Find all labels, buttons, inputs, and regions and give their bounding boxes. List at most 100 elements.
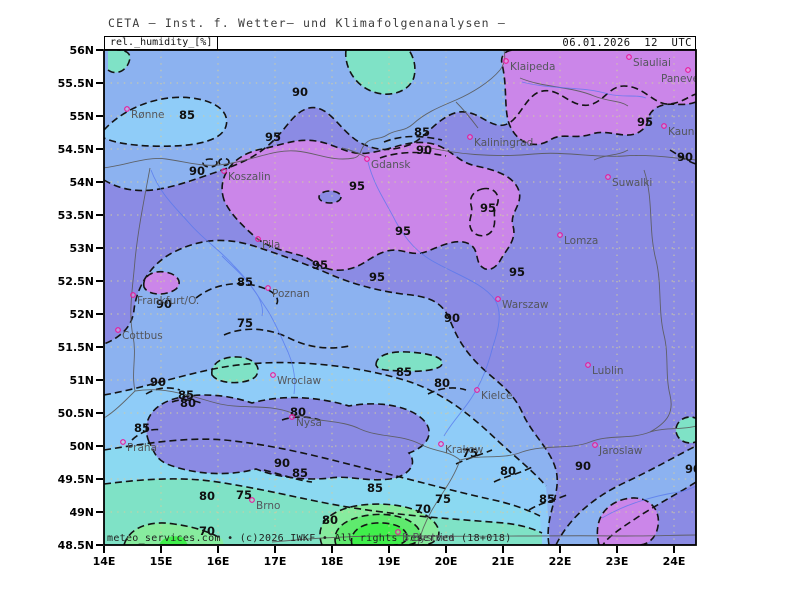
city-label: Lublin (592, 365, 623, 377)
contour-label: 85 (237, 275, 253, 289)
contour-line (345, 50, 416, 95)
contour-label: 85 (414, 125, 430, 139)
country-border (459, 425, 696, 461)
contour-label: 85 (134, 421, 150, 435)
city-label: Klaipeda (510, 61, 555, 73)
lon-tick-label: 19E (378, 555, 401, 568)
city-marker (265, 285, 271, 291)
lat-tick-label: 52N (69, 308, 94, 321)
contour-line (218, 157, 230, 167)
contour-label: 95 (637, 115, 653, 129)
contour-line (142, 270, 180, 295)
city-label: Kielce (481, 390, 512, 402)
city-label: Krakow (445, 444, 484, 456)
contour-label: 75 (236, 488, 252, 502)
contour-label: 95 (480, 201, 496, 215)
lon-tick-label: 15E (150, 555, 173, 568)
band-80-85-nw-loop (104, 97, 227, 147)
contour-label: 70 (415, 502, 431, 516)
rivers (150, 81, 696, 519)
city-marker (467, 134, 473, 140)
lat-tick-label: 51N (69, 374, 94, 387)
contour-label: 75 (462, 446, 478, 460)
city-marker (221, 168, 227, 174)
contour-label: 85 (178, 388, 194, 402)
river (521, 81, 647, 99)
contour-line (104, 438, 541, 517)
river (601, 485, 696, 519)
band-70-75-top (345, 50, 415, 95)
country-border (519, 77, 629, 107)
contour-label: 85 (539, 492, 555, 506)
contour-label: 80 (199, 489, 215, 503)
contour-line (195, 282, 279, 306)
contour-label: 80 (434, 376, 450, 390)
city-label: B.Bystrica (402, 532, 455, 544)
contour-line (493, 466, 533, 483)
city-label: Gdansk (371, 159, 411, 171)
band-70-75-nw-corner (108, 50, 130, 73)
contour-label: 80 (180, 396, 196, 410)
city-label: Brno (256, 500, 280, 512)
contour-line (375, 351, 443, 373)
city-marker (364, 156, 370, 162)
lat-tick-label: 48.5N (58, 539, 94, 552)
contour-label: 80 (322, 513, 338, 527)
contour-line (468, 187, 499, 237)
band-95-central-hole (319, 191, 341, 203)
contour-label: 75 (435, 492, 451, 506)
country-border (421, 145, 696, 161)
city-label: Kaliningrad (474, 137, 533, 149)
band-65-70-sw (124, 522, 224, 545)
contour-line (350, 522, 408, 545)
city-marker (249, 497, 255, 503)
contour-label: 90 (685, 462, 701, 476)
city-marker (474, 387, 480, 393)
city-label: Rønne (131, 109, 165, 121)
contour-line (145, 387, 181, 395)
contour-line (131, 428, 163, 441)
lon-tick-label: 22E (549, 555, 572, 568)
lon-tick-label: 24E (663, 555, 686, 568)
contour-label: 95 (265, 130, 281, 144)
contour-line (104, 478, 543, 534)
city-marker (120, 439, 126, 445)
country-border (341, 147, 367, 158)
contour-line (427, 387, 467, 395)
contour-line (383, 135, 443, 143)
contour-label: 90 (150, 375, 166, 389)
lat-tick-label: 52.5N (58, 275, 94, 288)
city-marker (557, 232, 563, 238)
lon-tick-label: 23E (606, 555, 629, 568)
contour-line (104, 85, 696, 192)
contour-label: 90 (189, 164, 205, 178)
map-area: meteo_services.com • (c)2026 IWKF • All … (104, 50, 701, 545)
contour-line (104, 361, 547, 487)
contour-line (602, 481, 696, 545)
contour-line (223, 328, 350, 349)
contour-label: 85 (396, 365, 412, 379)
band-lt60-sw (159, 536, 188, 545)
lon-tick-label: 14E (93, 555, 116, 568)
country-border (271, 534, 696, 543)
contour-label: 95 (349, 179, 365, 193)
band-95-central (222, 140, 520, 271)
lat-tick-label: 56N (69, 44, 94, 57)
contour-label: 85 (179, 108, 195, 122)
country-border (134, 389, 461, 545)
contour-label: 90 (575, 459, 591, 473)
city-marker (626, 54, 632, 60)
city-marker (270, 372, 276, 378)
lat-tick-label: 53.5N (58, 209, 94, 222)
contour-line (202, 158, 218, 168)
contour-label: 95 (509, 265, 525, 279)
lon-tick-label: 18E (321, 555, 344, 568)
city-label: Frankfurt/O. (137, 295, 199, 307)
river (367, 161, 500, 437)
city-marker (255, 236, 261, 242)
lat-tick-label: 55.5N (58, 77, 94, 90)
city-marker (495, 296, 501, 302)
contour-label: 90 (444, 311, 460, 325)
contour-line (123, 522, 223, 545)
